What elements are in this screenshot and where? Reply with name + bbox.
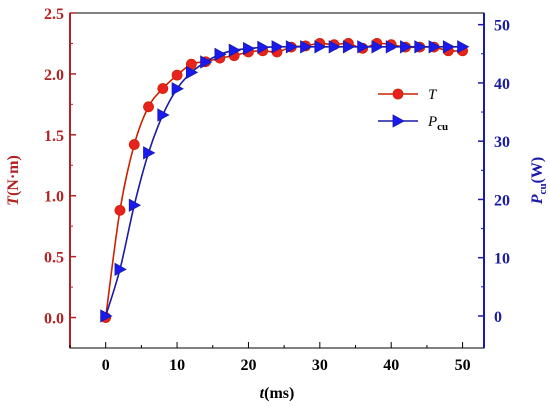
series-line-0	[104, 42, 463, 318]
legend-label-1: Pcu	[427, 114, 448, 133]
y-left-tick-label-5: 2.5	[44, 6, 64, 23]
series-1-point-22	[414, 40, 427, 54]
legend-label-0: T	[428, 87, 438, 103]
series-1-point-11	[257, 40, 270, 55]
x-tick-label-1: 10	[169, 357, 185, 374]
series-0-point-4	[157, 83, 169, 94]
series-1-point-10	[243, 41, 256, 56]
y-right-tick-label-2: 20	[494, 192, 510, 209]
series-1-point-5	[171, 82, 184, 96]
legend-marker-0	[392, 88, 404, 100]
series-1-point-15	[314, 40, 327, 54]
legend-marker-1	[392, 114, 405, 128]
series-1-point-23	[428, 40, 441, 54]
series-1-point-16	[328, 40, 341, 54]
series-1-point-7	[200, 55, 213, 69]
series-1-point-12	[271, 40, 284, 54]
series-1-point-19	[371, 40, 384, 54]
series-1-point-17	[342, 40, 356, 54]
series-0-point-3	[143, 101, 154, 113]
y-left-tick-label-4: 2.0	[44, 67, 64, 84]
series-1-point-20	[385, 40, 399, 54]
y-right-tick-label-1: 10	[494, 251, 510, 268]
series-1-point-25	[457, 40, 470, 54]
y-right-tick-label-5: 50	[494, 18, 510, 35]
x-tick-label-2: 20	[240, 357, 256, 374]
x-axis-title: t(ms)	[260, 385, 295, 402]
series-1-point-14	[300, 40, 313, 54]
series-0-point-1	[114, 204, 126, 216]
series-1-point-18	[357, 40, 370, 54]
series-1-point-6	[185, 65, 199, 80]
y-left-tick-label-0: 0.0	[44, 311, 64, 328]
series-1-point-4	[157, 108, 170, 122]
series-1-point-0	[100, 309, 113, 323]
series-1-point-9	[228, 43, 242, 57]
series-0-point-2	[128, 139, 140, 150]
x-tick-label-0: 0	[102, 357, 110, 374]
y-left-tick-label-3: 1.5	[44, 128, 64, 145]
series-1-point-1	[114, 262, 127, 277]
y-left-axis-title: T(N·m)	[5, 155, 22, 206]
legend: T Pcu	[378, 87, 448, 133]
y-right-tick-label-4: 40	[494, 76, 510, 93]
x-tick-label-4: 40	[383, 357, 399, 374]
series-0-point-5	[171, 69, 183, 81]
series-1-point-3	[143, 146, 156, 160]
x-tick-label-5: 50	[455, 357, 471, 374]
series-1-point-24	[442, 40, 456, 54]
y-right-axis-title: Pcu(W)	[529, 157, 549, 205]
y-right-tick-label-0: 0	[494, 309, 502, 326]
y-right-tick-label-3: 30	[494, 134, 510, 151]
series-1-point-21	[400, 40, 413, 54]
y-left-tick-label-2: 1.0	[44, 189, 64, 206]
series-1-point-2	[128, 198, 142, 212]
plot-frame	[69, 12, 485, 349]
series-1-point-13	[285, 40, 299, 54]
y-left-tick-label-1: 0.5	[44, 250, 64, 267]
x-tick-label-3: 30	[312, 357, 328, 374]
series-1-point-8	[214, 47, 227, 62]
